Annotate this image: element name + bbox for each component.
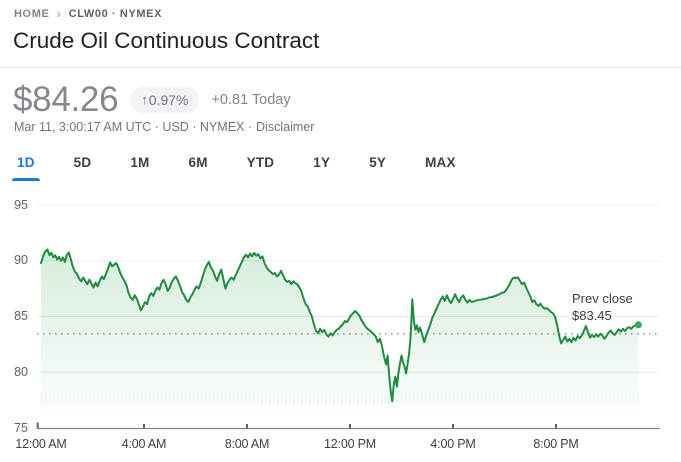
- y-axis-label-90: 90: [14, 253, 28, 268]
- change-today: +0.81 Today: [211, 91, 291, 108]
- range-tab-1m[interactable]: 1M: [127, 151, 152, 181]
- quote-timestamp: Mar 11, 3:00:17 AM UTC · USD · NYMEX ·: [14, 120, 253, 134]
- range-tab-1y[interactable]: 1Y: [310, 151, 333, 181]
- breadcrumb-home-link[interactable]: HOME: [14, 8, 50, 20]
- breadcrumb: HOME › CLW00 · NYMEX: [14, 4, 163, 21]
- chart-area-fill: [41, 249, 639, 416]
- range-tabs: 1D 5D 1M 6M YTD 1Y 5Y MAX: [12, 151, 459, 181]
- prev-close-value: $83.45: [572, 307, 612, 323]
- x-axis-label-800am: 8:00 AM: [224, 437, 270, 451]
- range-tab-5y[interactable]: 5Y: [366, 151, 389, 181]
- current-price: $84.26: [13, 80, 119, 119]
- header-divider: [0, 67, 681, 68]
- prev-close-label: Prev close $83.45: [572, 291, 633, 324]
- y-axis-label-80: 80: [14, 364, 28, 379]
- range-tab-ytd[interactable]: YTD: [244, 151, 278, 181]
- y-axis-label-85: 85: [14, 309, 28, 323]
- x-axis-label-800pm: 8:00 PM: [533, 437, 579, 451]
- page-title: Crude Oil Continuous Contract: [13, 28, 320, 53]
- up-arrow-icon: ↑: [141, 92, 148, 107]
- x-axis-label-1200am: 12:00 AM: [15, 437, 67, 451]
- chart-x-axis: [36, 422, 660, 430]
- change-percent: 0.97%: [148, 91, 189, 108]
- x-axis-label-400pm: 4:00 PM: [430, 437, 476, 451]
- chart-price-line: [40, 248, 640, 403]
- disclaimer-link[interactable]: Disclaimer: [256, 120, 315, 134]
- x-axis-label-400am: 4:00 AM: [121, 437, 167, 451]
- prev-close-text: Prev close: [572, 291, 633, 306]
- last-price-dot: [634, 321, 642, 329]
- breadcrumb-symbol: CLW00 · NYMEX: [68, 8, 163, 20]
- change-percent-badge: ↑ 0.97%: [130, 86, 200, 113]
- y-axis-label-95: 95: [14, 197, 28, 212]
- y-axis-label-75: 75: [14, 420, 28, 435]
- range-tab-5d[interactable]: 5D: [71, 151, 95, 181]
- quote-meta: Mar 11, 3:00:17 AM UTC · USD · NYMEX · D…: [14, 120, 314, 134]
- range-tab-6m[interactable]: 6M: [186, 151, 211, 181]
- range-tab-max[interactable]: MAX: [422, 151, 459, 181]
- range-tab-1d[interactable]: 1D: [12, 151, 40, 181]
- x-axis-label-1200pm: 12:00 PM: [324, 437, 376, 451]
- quote-summary: $84.26 ↑ 0.97% +0.81 Today: [13, 82, 291, 117]
- breadcrumb-chevron-icon: ›: [56, 4, 62, 21]
